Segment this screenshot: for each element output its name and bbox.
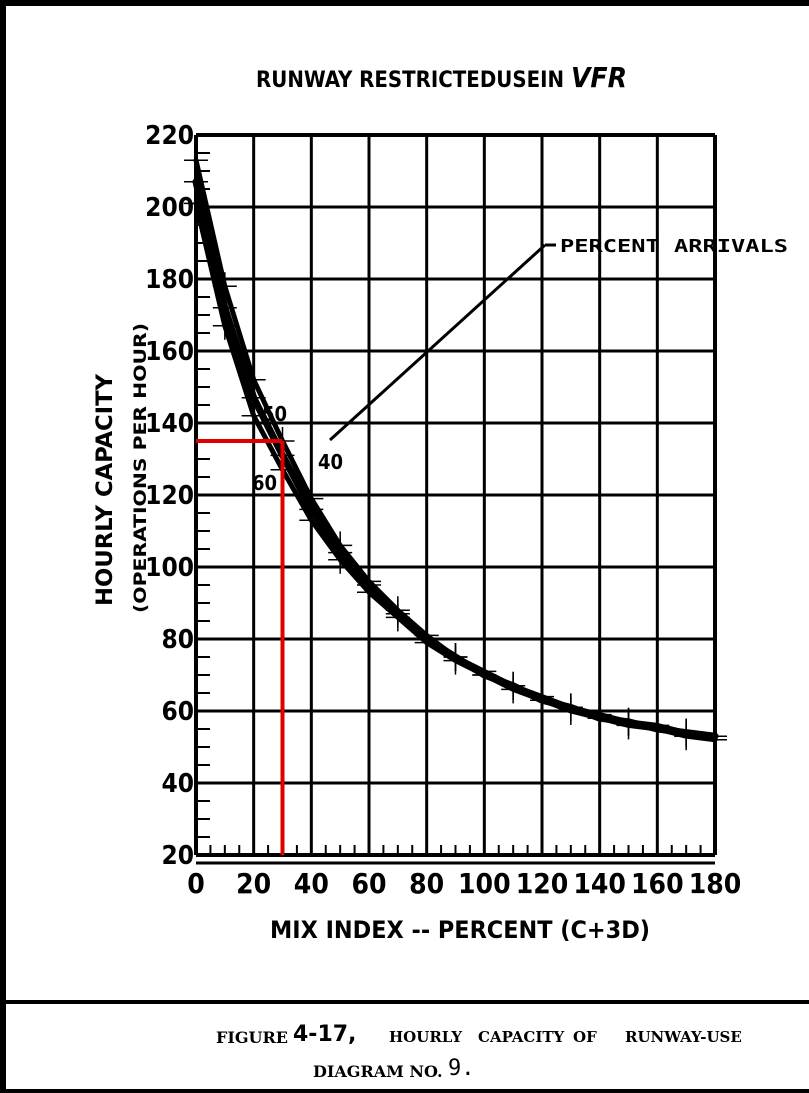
figure-caption-line2: DIAGRAM NO. 9. xyxy=(0,1056,809,1088)
chart-title-text: RUNWAY RESTRICTEDUSEIN xyxy=(256,68,564,93)
caption-figure-number: 4-17, xyxy=(293,1022,357,1047)
y-tick-label: 160 xyxy=(145,337,194,367)
figure-caption-line1: FIGURE 4-17, HOURLY CAPACITY OF RUNWAY-U… xyxy=(0,1022,809,1054)
caption-diagram-number: 9. xyxy=(448,1056,475,1081)
y-tick-label: 140 xyxy=(145,409,194,439)
caption-word-runway-use: RUNWAY-USE xyxy=(625,1028,742,1046)
caption-word-of: OF xyxy=(573,1028,597,1046)
caption-divider xyxy=(0,1000,809,1004)
x-axis-label: MIX INDEX -- PERCENT (C+3D) xyxy=(270,916,650,944)
y-axis-label: HOURLY CAPACITY xyxy=(93,373,118,606)
y-tick-label: 60 xyxy=(161,697,194,727)
y-axis-sublabel: (OPERATIONS PER HOUR) xyxy=(131,323,151,613)
y-tick-label: 80 xyxy=(161,625,194,655)
capacity-chart: 0 20 40 60 80 100 120 140 160 180 204060801001201… xyxy=(93,61,788,944)
caption-diagram-label: DIAGRAM NO. xyxy=(313,1062,443,1081)
x-tick-label: 40 xyxy=(294,867,329,900)
y-tick-label: 180 xyxy=(145,265,194,295)
tick-marks xyxy=(196,152,702,855)
series-label-60: 60 xyxy=(252,471,277,495)
y-tick-labels: 20 40 60 80 100 120 140 160 180 200 220 xyxy=(145,121,194,871)
series-label-40: 40 xyxy=(318,450,343,474)
y-tick-label: 120 xyxy=(145,481,194,511)
x-tick-label: 100 xyxy=(458,867,511,900)
y-tick-label: 100 xyxy=(145,553,194,583)
reading-lines xyxy=(196,439,285,855)
x-tick-label: 80 xyxy=(409,867,444,900)
x-tick-label: 20 xyxy=(236,867,271,900)
y-tick-label: 200 xyxy=(145,193,194,223)
caption-word-hourly: HOURLY xyxy=(389,1028,463,1046)
x-tick-label: 160 xyxy=(631,867,684,900)
y-tick-label: 220 xyxy=(145,121,194,151)
annotation-leader xyxy=(328,243,547,442)
chart-title-emphasis: VFR xyxy=(571,61,627,94)
y-tick-label: 40 xyxy=(161,769,194,799)
chart-title: RUNWAY RESTRICTEDUSEIN VFR xyxy=(256,61,627,94)
x-tick-label: 60 xyxy=(351,867,386,900)
x-tick-label: 180 xyxy=(689,867,742,900)
series-label-50: 50 xyxy=(262,402,287,426)
caption-figure-label: FIGURE xyxy=(216,1028,288,1047)
x-tick-label: 140 xyxy=(573,867,626,900)
caption-word-capacity: CAPACITY xyxy=(478,1028,565,1046)
x-tick-labels: 0 20 40 60 80 100 120 140 160 180 xyxy=(187,867,741,900)
y-tick-label: 20 xyxy=(161,841,194,871)
x-tick-label: 0 xyxy=(187,867,205,900)
x-tick-label: 120 xyxy=(516,867,569,900)
annotation-percent-arrivals: PERCENT ARRIVALS xyxy=(560,236,788,257)
